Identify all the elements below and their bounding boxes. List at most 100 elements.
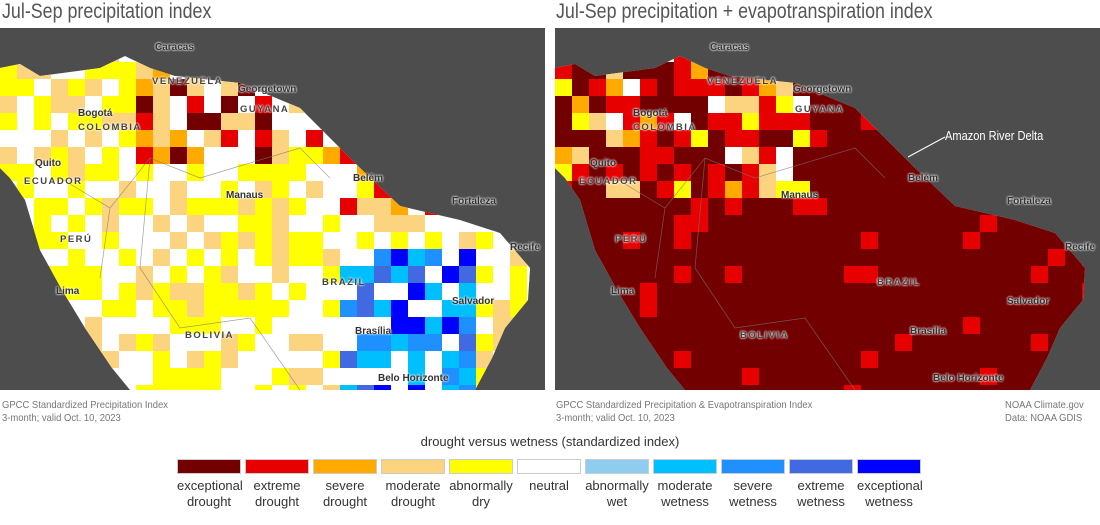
grid-cell — [544, 62, 545, 79]
place-label-colombia: COLOMBIA — [78, 122, 142, 133]
grid-cell — [425, 334, 442, 351]
grid-cell — [572, 113, 589, 130]
grid-cell — [810, 368, 827, 385]
grid-cell — [306, 147, 323, 164]
grid-cell — [844, 249, 861, 266]
grid-cell — [119, 198, 136, 215]
grid-cell — [204, 198, 221, 215]
grid-cell — [85, 147, 102, 164]
grid-cell — [442, 300, 459, 317]
grid-cell — [408, 96, 425, 113]
grid-cell — [68, 56, 85, 62]
grid-cell — [912, 368, 929, 385]
grid-cell — [606, 96, 623, 113]
grid-cell — [408, 62, 425, 79]
grid-cell — [153, 283, 170, 300]
grid-cell — [742, 249, 759, 266]
grid-cell — [544, 96, 545, 113]
grid-cell — [289, 96, 306, 113]
place-label-venezuela: VENEZUELA — [152, 76, 224, 87]
grid-cell — [980, 56, 997, 62]
grid-cell — [946, 28, 963, 45]
grid-cell — [476, 147, 493, 164]
grid-cell — [725, 147, 742, 164]
grid-cell — [238, 232, 255, 249]
grid-cell — [572, 28, 589, 45]
grid-cell — [844, 300, 861, 317]
grid-cell — [759, 232, 776, 249]
grid-cell — [1048, 368, 1065, 385]
grid-cell — [136, 96, 153, 113]
grid-cell — [776, 96, 793, 113]
grid-cell — [238, 283, 255, 300]
grid-cell — [708, 79, 725, 96]
grid-cell — [459, 385, 476, 390]
grid-cell — [255, 351, 272, 368]
grid-cell — [510, 164, 527, 181]
grid-cell — [657, 28, 674, 45]
grid-cell — [997, 28, 1014, 45]
grid-cell — [170, 130, 187, 147]
grid-cell — [272, 198, 289, 215]
grid-cell — [68, 164, 85, 181]
grid-cell — [725, 164, 742, 181]
grid-cell — [306, 181, 323, 198]
grid-cell — [946, 300, 963, 317]
grid-cell — [555, 351, 572, 368]
grid-cell — [997, 368, 1014, 385]
grid-cell — [136, 198, 153, 215]
grid-cell — [929, 351, 946, 368]
grid-cell — [204, 300, 221, 317]
grid-cell — [572, 181, 589, 198]
grid-cell — [306, 215, 323, 232]
grid-cell — [1031, 28, 1048, 45]
grid-cell — [895, 28, 912, 45]
place-label-brazil: BRAZIL — [322, 277, 366, 288]
grid-cell — [34, 96, 51, 113]
grid-cell — [391, 147, 408, 164]
grid-cell — [776, 215, 793, 232]
grid-cell — [272, 266, 289, 283]
place-label-belem: Belém — [908, 173, 939, 184]
grid-cell — [793, 368, 810, 385]
border-lines — [614, 147, 886, 390]
grid-cell — [589, 266, 606, 283]
grid-cell — [895, 249, 912, 266]
grid-cell — [742, 283, 759, 300]
grid-cell — [844, 113, 861, 130]
grid-cell — [425, 198, 442, 215]
grid-cell — [323, 147, 340, 164]
grid-cell — [623, 147, 640, 164]
grid-cell — [691, 79, 708, 96]
grid-cell — [544, 113, 545, 130]
grid-cell — [793, 385, 810, 390]
grid-cell — [1014, 56, 1031, 62]
grid-cell — [51, 130, 68, 147]
grid-cell — [572, 368, 589, 385]
grid-cell — [997, 300, 1014, 317]
grid-cell — [527, 300, 530, 317]
grid-cell — [1082, 147, 1085, 164]
grid-cell — [742, 147, 759, 164]
grid-cell — [34, 147, 51, 164]
grid-cell — [306, 368, 323, 385]
grid-cell — [1031, 147, 1048, 164]
grid-cell — [442, 368, 459, 385]
grid-cell — [357, 266, 374, 283]
grid-cell — [810, 56, 827, 62]
grid-cell — [674, 198, 691, 215]
grid-cell — [555, 147, 572, 164]
grid-cell — [374, 198, 391, 215]
grid-cell — [878, 317, 895, 334]
grid-cell — [68, 351, 85, 368]
grid-cell — [374, 351, 391, 368]
grid-cell — [51, 113, 68, 130]
grid-cell — [187, 113, 204, 130]
grid-cell — [759, 283, 776, 300]
grid-cell — [51, 147, 68, 164]
grid-cell — [1082, 56, 1085, 62]
grid-cell — [238, 164, 255, 181]
grid-cell — [827, 215, 844, 232]
legend-item: exceptional drought — [177, 459, 243, 510]
grid-cell — [476, 28, 493, 45]
